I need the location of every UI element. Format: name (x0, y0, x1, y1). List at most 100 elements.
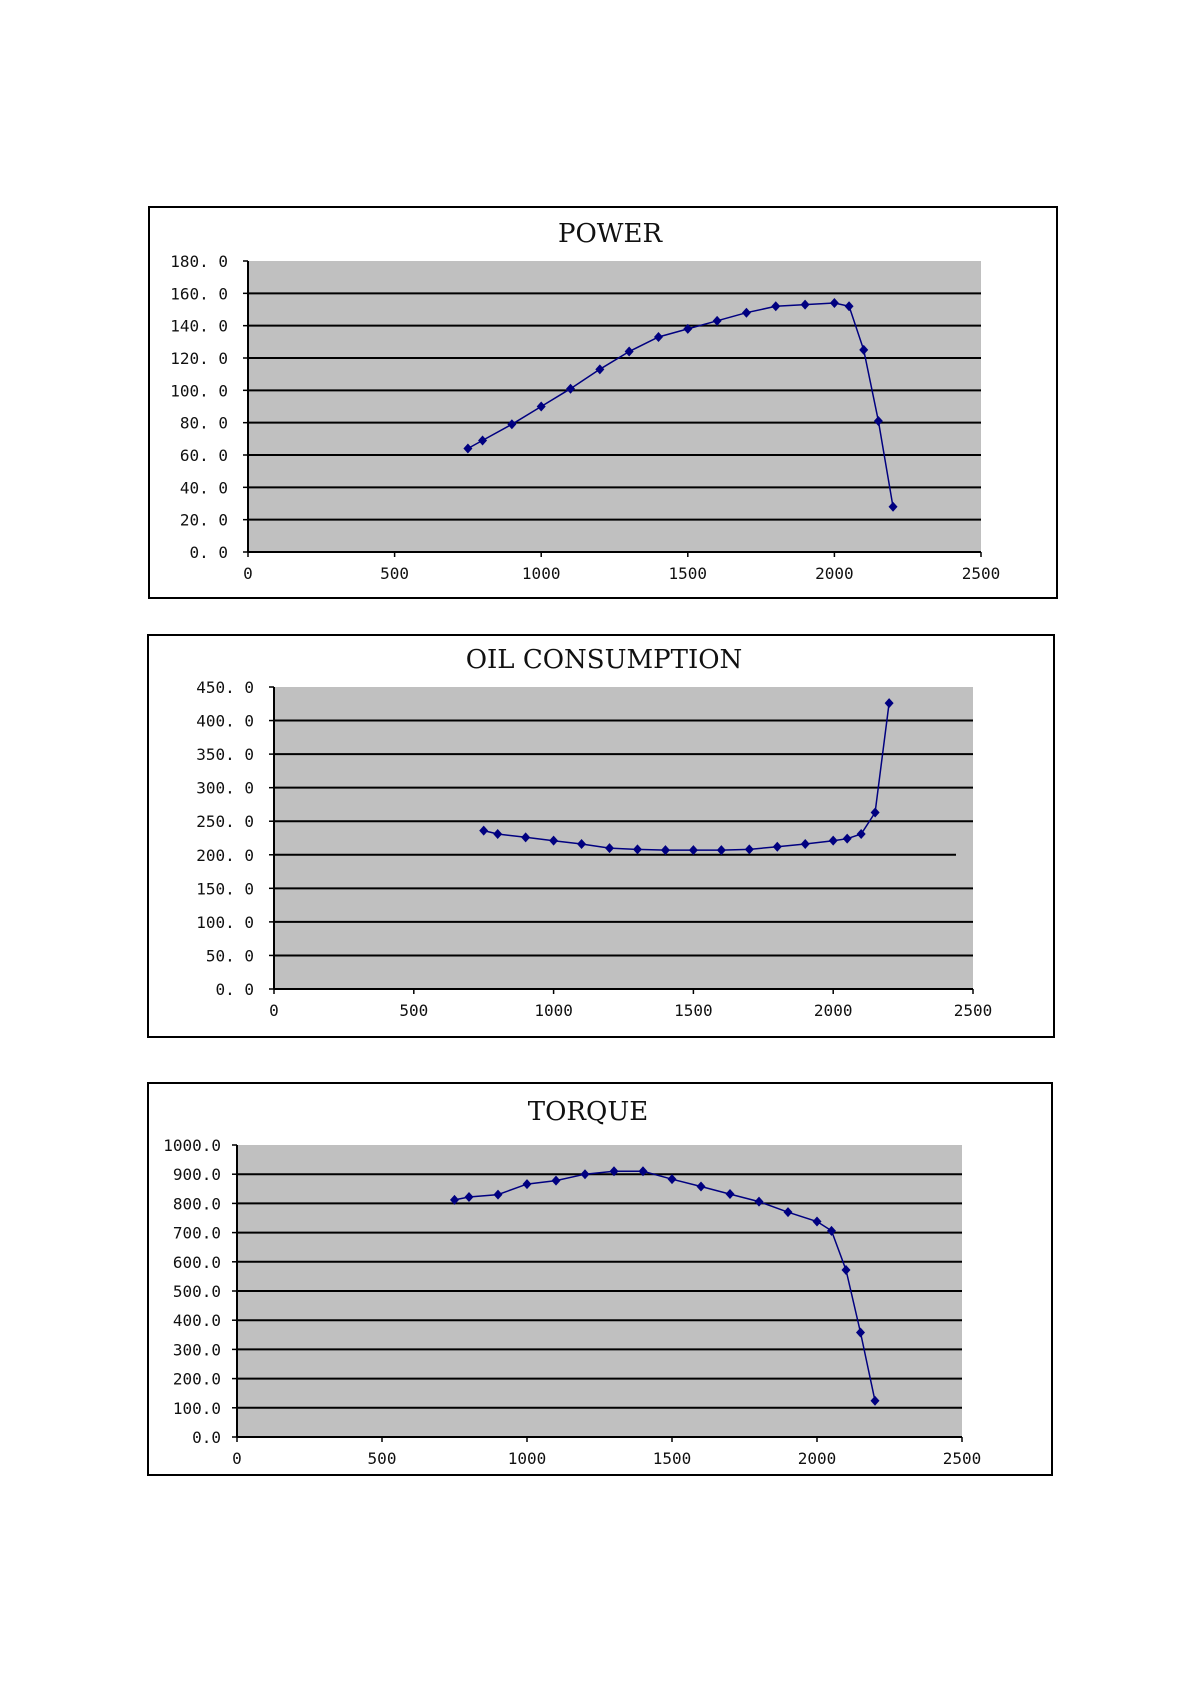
data-point (873, 416, 883, 427)
data-point (827, 1225, 836, 1236)
data-point (595, 364, 605, 375)
y-tick-label: 400.0 (173, 1311, 221, 1330)
y-tick-label: 0. 0 (189, 543, 228, 562)
plot-area (248, 261, 981, 552)
data-point (771, 301, 781, 312)
data-point (741, 307, 751, 318)
data-point (521, 832, 531, 843)
x-tick-label: 1000 (534, 1001, 573, 1020)
y-tick-label: 120. 0 (170, 349, 228, 368)
y-tick-label: 300.0 (173, 1340, 221, 1359)
y-tick-label: 0.0 (192, 1428, 221, 1447)
x-tick-label: 2500 (943, 1449, 982, 1468)
x-tick-label: 1500 (669, 564, 708, 583)
chart-title: TORQUE (528, 1097, 648, 1127)
data-point (712, 315, 722, 326)
data-point (609, 1166, 619, 1177)
y-tick-label: 40. 0 (180, 478, 228, 497)
y-tick-label: 800.0 (173, 1194, 221, 1213)
data-point (688, 845, 698, 856)
data-point (624, 346, 634, 357)
data-point (551, 1175, 561, 1186)
y-tick-label: 50. 0 (206, 946, 254, 965)
data-point (800, 839, 810, 850)
data-point (464, 1191, 474, 1202)
x-tick-label: 2500 (962, 564, 1001, 583)
data-point (856, 828, 866, 839)
series-line (454, 1170, 876, 1401)
data-point (450, 1194, 459, 1205)
x-tick-label: 1000 (522, 564, 561, 583)
y-tick-label: 300. 0 (196, 779, 254, 798)
data-point (870, 807, 880, 818)
data-point (653, 331, 663, 342)
y-tick-label: 250. 0 (196, 812, 254, 831)
data-point (812, 1216, 822, 1227)
data-point (660, 845, 670, 856)
data-point (478, 435, 488, 446)
data-point (696, 1181, 706, 1192)
data-point (638, 1166, 648, 1177)
y-tick-label: 80. 0 (180, 414, 228, 433)
y-tick-label: 450. 0 (196, 678, 254, 697)
data-point (754, 1196, 764, 1207)
data-point (580, 1169, 590, 1180)
data-point (549, 835, 559, 846)
y-tick-label: 700.0 (173, 1224, 221, 1243)
data-point (772, 841, 782, 852)
x-tick-label: 1000 (508, 1449, 547, 1468)
y-tick-label: 350. 0 (196, 745, 254, 764)
y-tick-label: 100. 0 (170, 381, 228, 400)
y-tick-label: 150. 0 (196, 879, 254, 898)
data-point (522, 1179, 532, 1190)
data-point (493, 1189, 503, 1200)
x-tick-label: 500 (368, 1449, 397, 1468)
data-point (859, 344, 869, 355)
y-tick-label: 100. 0 (196, 913, 254, 932)
data-point (725, 1189, 735, 1200)
data-point (577, 839, 587, 850)
data-point (800, 299, 810, 310)
data-point (888, 501, 898, 512)
data-point (844, 301, 854, 312)
chart-title: OIL CONSUMPTION (466, 645, 743, 675)
x-tick-label: 0 (269, 1001, 279, 1020)
y-tick-label: 20. 0 (180, 511, 228, 530)
x-tick-label: 500 (380, 564, 409, 583)
y-tick-label: 400. 0 (196, 712, 254, 731)
x-tick-label: 1500 (653, 1449, 692, 1468)
y-tick-label: 900.0 (173, 1165, 221, 1184)
data-point (479, 825, 489, 836)
data-point (744, 844, 754, 855)
y-tick-label: 160. 0 (170, 284, 228, 303)
chart-title: POWER (558, 219, 664, 249)
data-point (632, 844, 642, 855)
plot-area (274, 687, 973, 989)
y-tick-label: 200. 0 (196, 846, 254, 865)
x-tick-label: 2000 (815, 564, 854, 583)
data-point (536, 401, 546, 412)
x-tick-label: 0 (243, 564, 253, 583)
data-point (856, 1327, 865, 1338)
data-point (605, 843, 615, 854)
data-point (566, 383, 576, 394)
y-tick-label: 140. 0 (170, 317, 228, 336)
data-point (884, 698, 894, 709)
data-point (507, 419, 517, 430)
x-tick-label: 1500 (674, 1001, 713, 1020)
y-tick-label: 180. 0 (170, 252, 228, 271)
data-point (842, 833, 852, 844)
y-tick-label: 500.0 (173, 1282, 221, 1301)
data-point (828, 835, 838, 846)
data-point (667, 1174, 677, 1185)
data-point (841, 1264, 851, 1275)
y-tick-label: 200.0 (173, 1370, 221, 1389)
data-point (493, 828, 503, 839)
y-tick-label: 100.0 (173, 1399, 221, 1418)
x-tick-label: 2000 (798, 1449, 837, 1468)
x-tick-label: 2500 (954, 1001, 993, 1020)
data-point (829, 298, 839, 309)
data-point (870, 1395, 880, 1406)
y-tick-label: 600.0 (173, 1253, 221, 1272)
